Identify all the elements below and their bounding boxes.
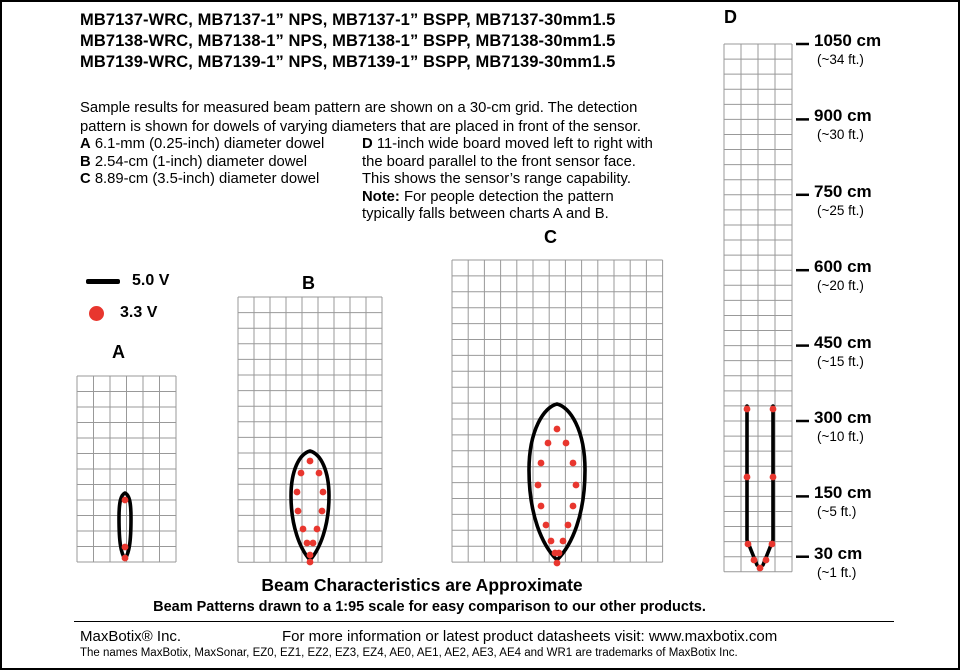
board-note-2: typically falls between charts A and B. bbox=[362, 206, 609, 222]
board-line-2: the board parallel to the front sensor f… bbox=[362, 153, 636, 170]
beam-dot bbox=[743, 405, 751, 413]
board-description: D 11-inch wide board moved left to right… bbox=[362, 136, 653, 224]
beam-dot bbox=[542, 521, 550, 529]
caption-scale-note: Beam Patterns drawn to a 1:95 scale for … bbox=[153, 599, 706, 615]
grid-C bbox=[451, 259, 664, 563]
range-label-150: 150 cm (~5 ft.) bbox=[814, 483, 872, 520]
legend-5v-label: 5.0 V bbox=[132, 272, 170, 289]
beam-dot bbox=[750, 556, 758, 564]
title-line-2: MB7138-WRC, MB7138-1” NPS, MB7138-1” BSP… bbox=[80, 32, 616, 50]
range-label-1050: 1050 cm (~34 ft.) bbox=[814, 31, 882, 68]
dowel-text-a: 6.1-mm (0.25-inch) diameter dowel bbox=[94, 136, 325, 152]
dowel-list: A 6.1-mm (0.25-inch) diameter dowel B 2.… bbox=[80, 136, 324, 189]
beam-dot bbox=[303, 539, 311, 547]
dot-swatch bbox=[89, 305, 104, 321]
legend-3v-label: 3.3 V bbox=[120, 304, 158, 321]
footer-trademark: The names MaxBotix, MaxSonar, EZ0, EZ1, … bbox=[80, 647, 738, 659]
beam-dot bbox=[306, 558, 314, 566]
dowel-item-a: A 6.1-mm (0.25-inch) diameter dowel bbox=[80, 136, 324, 154]
beam-dot bbox=[121, 496, 129, 504]
range-label-600: 600 cm (~20 ft.) bbox=[814, 257, 872, 294]
beam-dot bbox=[572, 481, 580, 489]
beam-dot bbox=[297, 469, 305, 477]
legend-3v-row: 3.3 V bbox=[86, 300, 169, 326]
legend-5v-row: 5.0 V bbox=[86, 268, 169, 294]
footer-divider bbox=[74, 621, 894, 622]
intro-line-1: Sample results for measured beam pattern… bbox=[80, 100, 638, 116]
beam-dot bbox=[547, 537, 555, 545]
beam-dot bbox=[121, 543, 129, 551]
beam-dot bbox=[562, 439, 570, 447]
dowel-item-b: B 2.54-cm (1-inch) diameter dowel bbox=[80, 154, 324, 172]
beam-dot bbox=[569, 459, 577, 467]
chart-label-c: C bbox=[544, 227, 557, 247]
beam-dot bbox=[121, 554, 129, 562]
chart-label-d: D bbox=[724, 7, 737, 27]
beam-dot bbox=[313, 525, 321, 533]
range-label-900: 900 cm (~30 ft.) bbox=[814, 106, 872, 143]
intro-line-2: pattern is shown for dowels of varying d… bbox=[80, 119, 641, 135]
beam-dot bbox=[306, 457, 314, 465]
beam-dot bbox=[756, 564, 764, 572]
caption-approximate: Beam Characteristics are Approximate bbox=[261, 575, 583, 595]
beam-dot bbox=[559, 537, 567, 545]
beam-dot bbox=[553, 559, 561, 567]
range-label-750: 750 cm (~25 ft.) bbox=[814, 181, 872, 218]
legend: 5.0 V 3.3 V bbox=[86, 268, 169, 332]
dowel-key-c: C bbox=[80, 171, 91, 187]
intro-text: Sample results for measured beam pattern… bbox=[80, 99, 641, 137]
beam-dot bbox=[306, 551, 314, 559]
beam-dot bbox=[299, 525, 307, 533]
line-swatch bbox=[86, 278, 120, 284]
product-title: MB7137-WRC, MB7137-1” NPS, MB7137-1” BSP… bbox=[80, 10, 615, 73]
beam-dot bbox=[293, 488, 301, 496]
beam-dot bbox=[544, 439, 552, 447]
beam-dot bbox=[537, 502, 545, 510]
range-label-450: 450 cm (~15 ft.) bbox=[814, 332, 872, 369]
beam-dot bbox=[762, 556, 770, 564]
grid-D bbox=[723, 43, 793, 573]
note-label: Note: bbox=[362, 188, 400, 205]
beam-dot bbox=[318, 507, 326, 515]
beam-dot bbox=[768, 540, 776, 548]
beam-dot bbox=[569, 502, 577, 510]
title-line-1: MB7137-WRC, MB7137-1” NPS, MB7137-1” BSP… bbox=[80, 11, 616, 29]
beam-dot bbox=[743, 473, 751, 481]
beam-dot bbox=[555, 549, 563, 557]
grid-A bbox=[76, 375, 177, 563]
dowel-text-c: 8.89-cm (3.5-inch) diameter dowel bbox=[94, 171, 320, 187]
beam-dot bbox=[534, 481, 542, 489]
beam-dot bbox=[537, 459, 545, 467]
footer-info: For more information or latest product d… bbox=[282, 628, 778, 645]
beam-dot bbox=[744, 540, 752, 548]
dowel-key-b: B bbox=[80, 153, 91, 170]
footer-company: MaxBotix® Inc. bbox=[80, 628, 182, 645]
board-note-1: Note: For people detection the pattern bbox=[362, 188, 614, 205]
dowel-item-c: C 8.89-cm (3.5-inch) diameter dowel bbox=[80, 171, 324, 189]
board-key: D bbox=[362, 136, 373, 152]
range-label-300: 300 cm (~10 ft.) bbox=[814, 408, 872, 445]
beam-dot bbox=[319, 488, 327, 496]
chart-label-a: A bbox=[112, 342, 125, 362]
dowel-text-b: 2.54-cm (1-inch) diameter dowel bbox=[94, 153, 307, 170]
board-line-3: This shows the sensor’s range capability… bbox=[362, 171, 631, 187]
chart-label-b: B bbox=[302, 273, 315, 293]
title-line-3: MB7139-WRC, MB7139-1” NPS, MB7139-1” BSP… bbox=[80, 53, 616, 71]
grid-B bbox=[237, 296, 383, 563]
dowel-key-a: A bbox=[80, 136, 91, 152]
beam-dot bbox=[294, 507, 302, 515]
beam-dot bbox=[769, 405, 777, 413]
beam-dot bbox=[315, 469, 323, 477]
range-label-30: 30 cm (~1 ft.) bbox=[814, 543, 863, 580]
beam-dot bbox=[553, 425, 561, 433]
beam-dot bbox=[564, 521, 572, 529]
beam-dot bbox=[769, 473, 777, 481]
board-line-1: D 11-inch wide board moved left to right… bbox=[362, 136, 653, 152]
beam-dot bbox=[309, 539, 317, 547]
